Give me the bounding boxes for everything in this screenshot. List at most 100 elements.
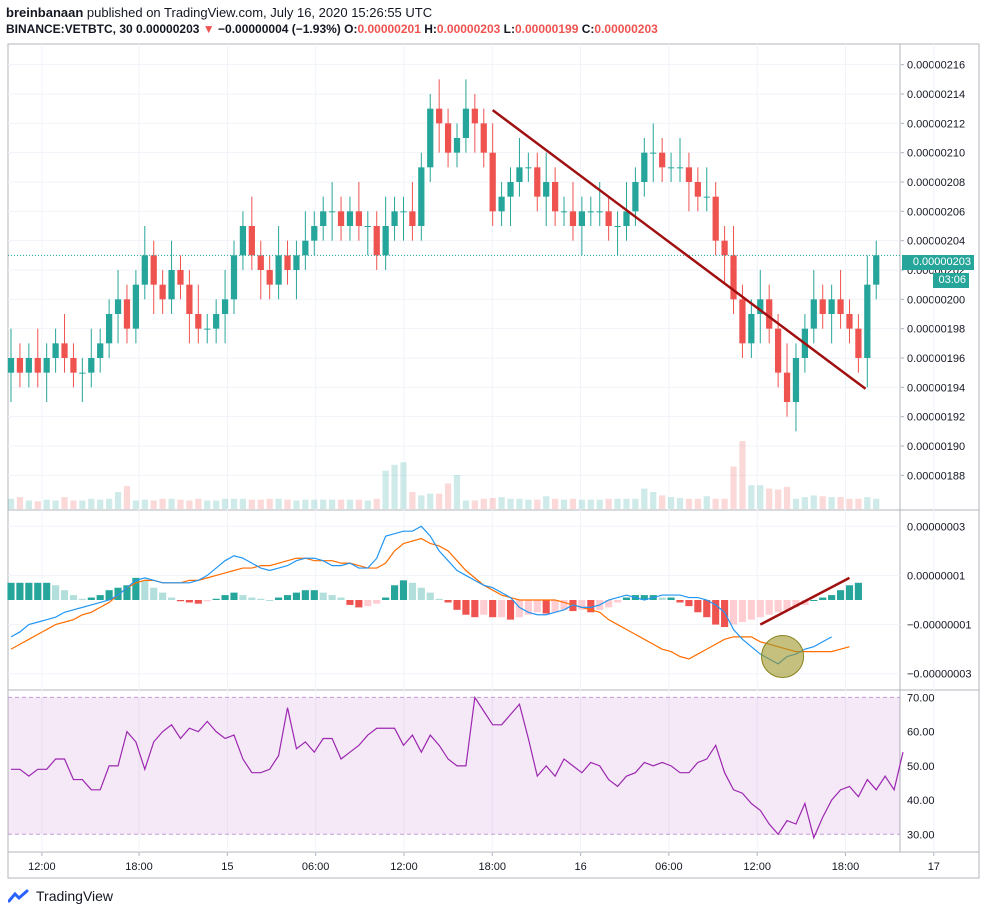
candle-body xyxy=(623,211,630,226)
volume-bar xyxy=(694,498,701,509)
candle-body xyxy=(730,255,737,300)
macd-histogram-bar xyxy=(578,600,586,610)
macd-histogram-bar xyxy=(230,592,238,600)
macd-histogram-bar xyxy=(301,590,309,600)
candle-body xyxy=(221,299,229,314)
volume-bar xyxy=(70,500,77,509)
volume-bar xyxy=(177,499,184,509)
time-tick-label: 06:00 xyxy=(302,861,330,873)
candle-body xyxy=(605,211,612,226)
macd-tick-label: 0.00000003 xyxy=(907,521,965,533)
macd-histogram-bar xyxy=(836,590,845,600)
macd-histogram-bar xyxy=(560,600,568,610)
rsi-tick-label: 60.00 xyxy=(907,727,935,739)
author-name[interactable]: breinbanaan xyxy=(6,5,84,20)
candle-body xyxy=(471,108,478,124)
volume-bar xyxy=(141,499,148,509)
volume-bar xyxy=(766,488,773,509)
tradingview-logo-icon xyxy=(8,889,29,903)
price-tick-label: 0.00000214 xyxy=(907,89,965,101)
price-tick-label: 0.00000206 xyxy=(907,206,965,218)
macd-histogram-bar xyxy=(257,598,265,600)
macd-histogram-bar xyxy=(194,600,202,604)
candle-body xyxy=(873,255,880,285)
candle-body xyxy=(810,299,817,329)
time-tick-label: 06:00 xyxy=(655,861,683,873)
candle-body xyxy=(204,328,211,330)
candle-body xyxy=(123,299,131,329)
candle-body xyxy=(560,211,568,213)
volume-bar xyxy=(239,498,247,509)
price-tick-label: 0.00000192 xyxy=(907,412,965,424)
macd-histogram-bar xyxy=(248,597,256,600)
candle-body xyxy=(507,182,514,197)
candle-body xyxy=(346,211,354,226)
candle-body xyxy=(88,358,95,373)
candle-body xyxy=(213,314,220,329)
last-price-badge: 0.00000203 xyxy=(902,255,974,270)
volume-bar xyxy=(712,498,719,509)
symbol-label[interactable]: BINANCE:VETBTC, 30 xyxy=(6,22,133,36)
macd-histogram-bar xyxy=(34,582,42,600)
last-price: 0.00000203 xyxy=(136,22,200,36)
volume-bar xyxy=(623,498,630,509)
candle-body xyxy=(257,255,264,270)
price-tick-label: 0.00000198 xyxy=(907,324,965,336)
volume-bar xyxy=(507,498,514,509)
macd-histogram-bar xyxy=(587,600,595,613)
macd-line xyxy=(10,525,832,665)
volume-bar xyxy=(409,492,416,509)
volume-bar xyxy=(730,466,737,509)
volume-bar xyxy=(676,497,684,509)
volume-bar xyxy=(605,498,612,509)
rsi-band xyxy=(8,697,900,835)
volume-bar xyxy=(337,499,345,509)
macd-histogram-bar xyxy=(783,600,791,610)
change-down-icon: ▼ xyxy=(202,22,215,36)
macd-histogram-bar xyxy=(489,600,497,618)
candle-body xyxy=(16,358,24,373)
price-tick-label: 0.00000204 xyxy=(907,236,965,248)
macd-histogram-bar xyxy=(96,595,104,600)
volume-bar xyxy=(462,500,470,509)
macd-histogram-bar xyxy=(712,600,720,625)
candle-body xyxy=(168,270,175,300)
candle-body xyxy=(659,152,666,168)
volume-bar xyxy=(873,498,880,509)
macd-histogram-bar xyxy=(167,597,176,600)
volume-bar xyxy=(230,498,238,509)
time-scale-area xyxy=(7,851,980,879)
candle-body xyxy=(400,211,407,213)
macd-tick-label: 0.00000001 xyxy=(907,570,965,582)
volume-bar xyxy=(400,462,407,509)
candle-body xyxy=(355,211,363,226)
volume-bar xyxy=(114,492,122,509)
volume-bar xyxy=(328,499,336,509)
volume-bar xyxy=(560,499,568,509)
candle-body xyxy=(373,226,380,256)
macd-histogram-bar xyxy=(346,600,354,605)
macd-tick-label: −0.00000001 xyxy=(907,620,972,632)
macd-histogram-bar xyxy=(283,595,292,600)
volume-bar xyxy=(195,498,202,509)
volume-bar xyxy=(525,499,532,509)
macd-histogram-bar xyxy=(747,600,755,620)
volume-bar xyxy=(266,498,273,509)
price-tick-label: 0.00000216 xyxy=(907,60,965,72)
volume-bar xyxy=(159,498,166,509)
volume-bar xyxy=(855,498,862,509)
close-label: C: xyxy=(581,22,595,36)
candle-body xyxy=(409,211,416,226)
footer-brand[interactable]: TradingView xyxy=(8,888,113,904)
time-tick-label: 16 xyxy=(574,861,586,873)
volume-bar xyxy=(498,497,505,509)
candle-body xyxy=(275,255,282,285)
brand-name: TradingView xyxy=(36,888,114,904)
price-tick-label: 0.00000200 xyxy=(907,294,965,306)
macd-histogram-bar xyxy=(506,600,515,620)
volume-bar xyxy=(578,499,586,509)
macd-histogram-bar xyxy=(105,590,113,600)
macd-histogram-bar xyxy=(444,600,452,603)
candle-body xyxy=(328,211,336,213)
